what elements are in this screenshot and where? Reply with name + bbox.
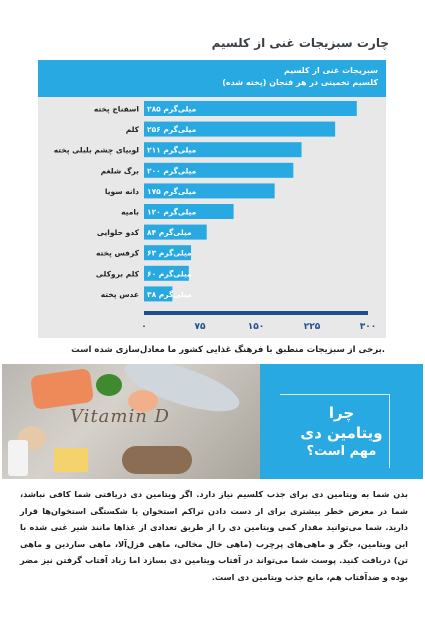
category-label-9: عدس پخته bbox=[101, 290, 139, 299]
vitamin-d-food-photo: Vitamin D bbox=[2, 364, 260, 479]
category-label-3: برگ شلغم bbox=[101, 165, 140, 175]
why-vitamin-d-box: چرا ویتامین دی مهم است؟ bbox=[260, 364, 423, 479]
bar-8 bbox=[144, 265, 189, 281]
bar-value-label-4: ۱۷۵ میلی‌گرم bbox=[147, 187, 197, 196]
bar-value-label-6: ۸۴ میلی‌گرم bbox=[147, 228, 192, 237]
bar-value-label-3: ۲۰۰ میلی‌گرم bbox=[147, 166, 197, 175]
question-line-2: ویتامین دی bbox=[300, 424, 383, 442]
category-label-6: کدو حلوایی bbox=[97, 228, 140, 237]
category-label-5: بامیه bbox=[121, 208, 139, 217]
question-line-1: چرا bbox=[328, 404, 355, 422]
category-label-8: کلم بروکلی bbox=[96, 269, 140, 278]
bar-value-label-9: ۳۸ میلی‌گرم bbox=[147, 290, 192, 299]
box-frame bbox=[280, 394, 390, 468]
x-tick-label-2: ۱۵۰ bbox=[248, 322, 264, 332]
bar-1 bbox=[144, 121, 336, 137]
bar-3 bbox=[144, 162, 294, 178]
bar-value-label-7: ۶۳ میلی‌گرم bbox=[147, 249, 192, 258]
chart-subtitle: کلسیم تخمینی در هر فنجان (پخته شده) bbox=[222, 78, 378, 87]
bar-value-label-2: ۲۱۱ میلی‌گرم bbox=[147, 146, 197, 155]
cheese-shape bbox=[54, 448, 88, 472]
bar-9 bbox=[144, 286, 173, 302]
shrimp-shape bbox=[128, 390, 158, 412]
milk-shape bbox=[8, 440, 28, 476]
x-tick-label-0: ۰ bbox=[141, 322, 147, 332]
bar-0 bbox=[144, 101, 357, 116]
x-tick-label-1: ۷۵ bbox=[195, 322, 206, 332]
bar-4 bbox=[144, 183, 275, 199]
bar-6 bbox=[144, 224, 207, 240]
category-label-7: کرفس پخته bbox=[96, 249, 140, 258]
bar-value-label-1: ۲۵۶ میلی‌گرم bbox=[147, 125, 197, 134]
salmon-shape bbox=[29, 367, 95, 411]
x-axis-line bbox=[144, 311, 368, 315]
bar-value-label-8: ۶۰ میلی‌گرم bbox=[147, 269, 192, 278]
category-label-2: لوبیای چشم بلبلی پخته bbox=[54, 146, 139, 155]
category-label-1: کلم bbox=[126, 125, 140, 134]
bar-chart: ۲۸۵ میلی‌گرم اسفناج پخته ۲۵۶ میلی‌گرم کلم ۲۱… bbox=[54, 101, 376, 332]
x-tick-label-3: ۲۲۵ bbox=[304, 322, 321, 332]
bar-7 bbox=[144, 245, 192, 261]
bar-2 bbox=[144, 142, 302, 158]
category-label-4: دانه سویا bbox=[105, 187, 139, 196]
chart-header: سبزیجات غنی از کلسیم کلسیم تخمینی در هر … bbox=[38, 60, 386, 97]
peas-shape bbox=[96, 374, 122, 396]
mushrooms-shape bbox=[122, 446, 192, 474]
bar-value-label-5: ۱۲۰ میلی‌گرم bbox=[147, 208, 197, 217]
bar-5 bbox=[144, 204, 234, 219]
vitamin-d-word: Vitamin D bbox=[70, 406, 170, 427]
page-title: چارت سبزیجات غنی از کلسیم bbox=[211, 36, 389, 50]
chart-caption: برخی از سبزیجات منطبق با فرهنگ غذایی کشو… bbox=[71, 345, 385, 355]
question-line-3: مهم است؟ bbox=[306, 444, 377, 459]
bar-value-label-0: ۲۸۵ میلی‌گرم bbox=[147, 105, 197, 114]
x-tick-label-4: ۳۰۰ bbox=[360, 322, 376, 332]
category-label-0: اسفناج پخته bbox=[94, 105, 139, 114]
chart-title: سبزیجات غنی از کلسیم bbox=[283, 66, 378, 75]
body-paragraph: بدن شما به ویتامین دی برای جذب کلسیم نیا… bbox=[20, 489, 408, 582]
